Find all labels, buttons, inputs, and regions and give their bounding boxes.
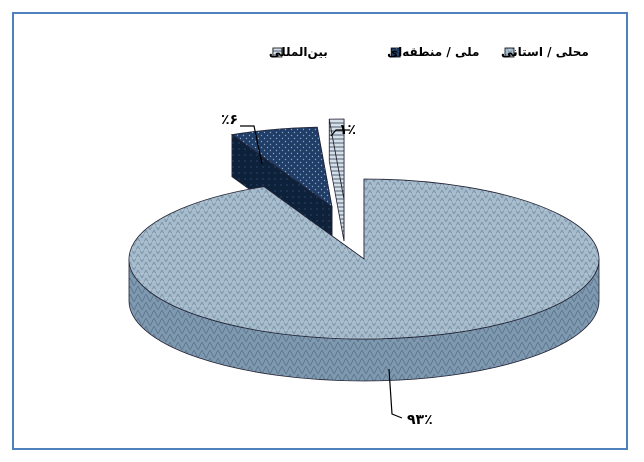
pie-slice-national-top xyxy=(230,126,333,208)
pie-slices xyxy=(128,118,600,382)
pie-chart: محلی / استانی ملی / منطقه‌ای بین‌المللی ۹۳… xyxy=(128,45,600,428)
leader-line-national xyxy=(240,125,263,165)
legend-label-international: بین‌المللی xyxy=(269,45,328,59)
pie-slice-local-top xyxy=(128,178,600,340)
leader-line-local xyxy=(388,368,403,419)
legend-item-local: محلی / استانی xyxy=(501,45,589,59)
leader-line-international xyxy=(330,129,350,137)
data-label-text-local: ۹۳٪ xyxy=(407,412,433,428)
data-label-text-international: ۱٪ xyxy=(339,122,356,138)
data-label-text-national: ٪۶ xyxy=(221,112,238,128)
legend-label-national: ملی / منطقه‌ای xyxy=(387,45,479,59)
legend-item-national: ملی / منطقه‌ای xyxy=(387,45,479,59)
legend-swatch-international xyxy=(272,47,283,58)
data-label-local: ۹۳٪ xyxy=(388,368,433,428)
data-label-national: ٪۶ xyxy=(221,112,263,165)
pie-slice-international-top xyxy=(328,118,345,200)
legend-item-international: بین‌المللی xyxy=(269,45,328,59)
legend: محلی / استانی ملی / منطقه‌ای بین‌المللی xyxy=(269,45,589,59)
data-label-international: ۱٪ xyxy=(330,122,356,138)
legend-label-local: محلی / استانی xyxy=(501,45,589,59)
data-labels: ۹۳٪ ٪۶ ۱٪ xyxy=(221,112,433,428)
pie-slice-international xyxy=(328,118,345,242)
pie-slice-local xyxy=(128,178,600,382)
chart-frame: محلی / استانی ملی / منطقه‌ای بین‌المللی ۹۳… xyxy=(12,12,628,450)
legend-swatch-local xyxy=(504,47,515,58)
legend-swatch-national xyxy=(390,47,401,58)
